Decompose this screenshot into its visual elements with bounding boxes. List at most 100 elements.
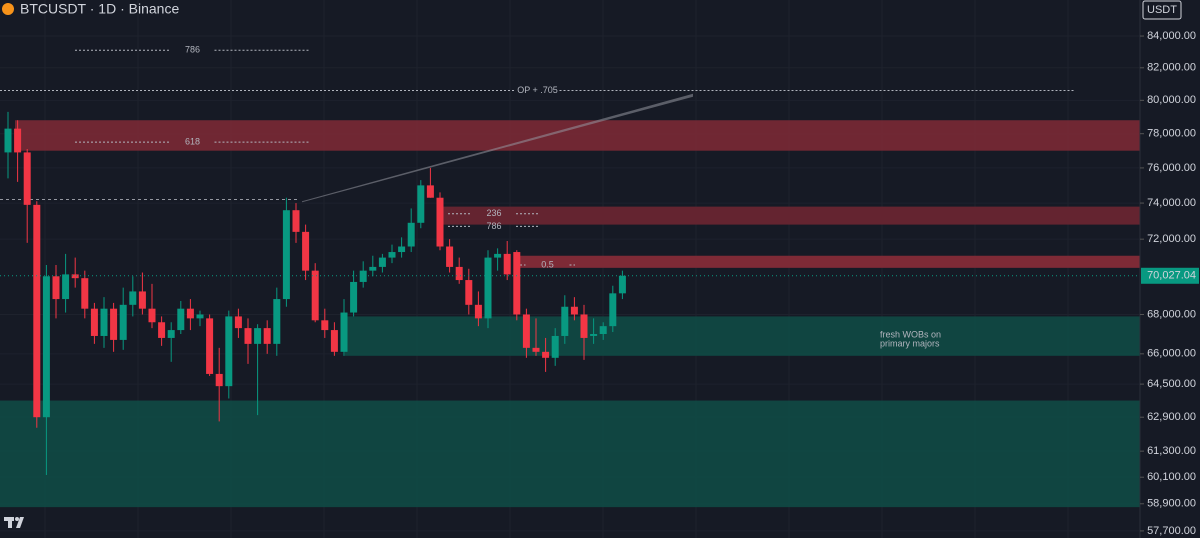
candle-body	[71, 274, 79, 279]
currency: USDT	[1147, 4, 1177, 16]
annotation: primary majors	[880, 338, 940, 348]
candle-body	[446, 246, 454, 267]
candle-body	[14, 128, 22, 153]
y-tick-label: 76,000.00	[1147, 162, 1196, 174]
candle-body	[494, 253, 502, 258]
y-tick-label: 57,700.00	[1147, 525, 1196, 537]
zone	[15, 120, 1140, 151]
y-tick-label: 78,000.00	[1147, 128, 1196, 140]
level-label: 786	[486, 221, 501, 231]
candle-body	[532, 347, 540, 352]
y-tick-label: 80,000.00	[1147, 94, 1196, 106]
candle-body	[33, 204, 41, 418]
y-tick-label: 60,100.00	[1147, 471, 1196, 483]
level-label: 0.5	[541, 259, 554, 269]
candle-body	[119, 304, 127, 340]
candle-body	[542, 351, 550, 358]
zone	[440, 206, 1140, 225]
candle-body	[234, 316, 242, 329]
btc-icon	[2, 3, 14, 15]
level-label: 618	[185, 137, 200, 147]
level-label: 786	[185, 45, 200, 55]
candle-body	[398, 246, 406, 253]
candle-body	[426, 185, 434, 198]
candle-body	[167, 330, 175, 338]
candle-body	[378, 257, 386, 267]
candle-body	[292, 210, 300, 232]
candle-body	[590, 334, 598, 336]
candle-body	[561, 306, 569, 336]
candle-body	[52, 276, 60, 300]
candle-body	[350, 281, 358, 313]
y-tick-label: 84,000.00	[1147, 30, 1196, 42]
candle-body	[129, 291, 137, 305]
y-tick-label: 72,000.00	[1147, 233, 1196, 245]
candle-body	[282, 210, 290, 300]
candle-body	[359, 270, 367, 282]
last-price-box	[1141, 267, 1199, 284]
candle-body	[522, 314, 530, 348]
candle-body	[62, 274, 70, 300]
candle-body	[340, 312, 348, 352]
candle-body	[177, 308, 185, 331]
y-tick-label: 66,000.00	[1147, 348, 1196, 360]
zones	[0, 120, 1140, 508]
candle-body	[311, 270, 319, 321]
candle-body	[503, 253, 511, 275]
candle-body	[407, 222, 415, 247]
candle-body	[196, 314, 204, 319]
candle-body	[330, 330, 338, 352]
candle-body	[186, 308, 194, 319]
last-price-label: 70,027.04	[1147, 270, 1196, 282]
candle-body	[100, 308, 108, 336]
y-tick-label: 61,300.00	[1147, 445, 1196, 457]
candle-body	[110, 308, 118, 340]
candle-body	[465, 280, 473, 305]
candle-body	[148, 308, 156, 323]
y-tick-label: 68,000.00	[1147, 308, 1196, 320]
candle-body	[263, 328, 271, 344]
candle-body	[580, 314, 588, 338]
trendline	[302, 93, 693, 203]
plot: 786 OP + .705 618 236 786 0.5 fresh WOBs onpri…	[0, 45, 1140, 476]
candle-body	[23, 152, 31, 205]
y-tick-label: 58,900.00	[1147, 498, 1196, 510]
candle-body	[81, 278, 89, 309]
candle-body	[215, 373, 223, 387]
candle-body	[225, 316, 233, 387]
annotation: fresh WOBs on	[880, 329, 941, 339]
y-tick-label: 82,000.00	[1147, 62, 1196, 74]
candle-body	[42, 276, 50, 418]
candle-body	[254, 328, 262, 344]
zone	[345, 316, 1140, 356]
zone	[515, 255, 1140, 268]
candle-body	[551, 335, 559, 358]
candle-body	[417, 185, 425, 223]
chart-title: BTCUSDT · 1D · Binance	[20, 1, 179, 17]
candle-body	[618, 275, 626, 294]
price-axis: 84,000.00 82,000.00 80,000.00 78,000.00 76,0…	[1140, 30, 1199, 537]
candle-body	[474, 304, 482, 319]
candle-body	[609, 293, 617, 327]
candle-body	[484, 257, 492, 319]
candle-body	[388, 252, 396, 258]
candle-body	[158, 322, 166, 338]
candle-body	[436, 197, 444, 247]
candle-body	[321, 320, 329, 331]
candle-body	[90, 308, 98, 336]
candle-body	[206, 318, 214, 374]
tv-logo	[4, 517, 24, 528]
y-tick-label: 62,900.00	[1147, 411, 1196, 423]
y-tick-label: 74,000.00	[1147, 197, 1196, 209]
level-label: 236	[486, 208, 501, 218]
candle-body	[302, 231, 310, 271]
candle-body	[138, 291, 146, 309]
currency-box[interactable]	[1142, 0, 1182, 20]
zone	[0, 400, 1140, 508]
candle-body	[273, 299, 281, 344]
candle-body	[570, 306, 578, 315]
level-label: OP + .705	[517, 85, 558, 95]
y-tick-label: 64,500.00	[1147, 378, 1196, 390]
